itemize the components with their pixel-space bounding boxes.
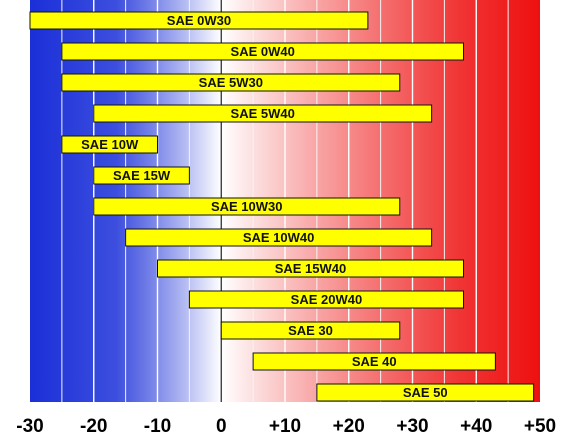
range-bar: SAE 0W30 <box>29 11 369 30</box>
range-bar-label: SAE 0W30 <box>167 13 231 28</box>
range-bar: SAE 15W40 <box>157 259 464 278</box>
range-bar-rect <box>93 166 190 185</box>
range-bar-rect <box>252 352 496 371</box>
x-tick-label: +50 <box>524 416 556 437</box>
x-tick-label: +30 <box>396 416 428 437</box>
range-bar-label: SAE 15W40 <box>275 261 347 276</box>
range-bar: SAE 20W40 <box>188 290 464 309</box>
range-bar-rect <box>93 197 401 216</box>
range-bar-rect <box>61 135 158 154</box>
range-bar-rect <box>220 321 401 340</box>
range-bar-rect <box>29 11 369 30</box>
range-bar-rect <box>188 290 464 309</box>
range-bar: SAE 10W40 <box>125 228 433 247</box>
range-bar: SAE 5W30 <box>61 73 401 92</box>
range-bar-label: SAE 10W30 <box>211 199 283 214</box>
x-tick-label: +40 <box>460 416 492 437</box>
range-bar: SAE 10W30 <box>93 197 401 216</box>
range-bar-label: SAE 5W40 <box>231 106 295 121</box>
x-tick-label: -20 <box>80 416 107 437</box>
range-bar-rect <box>61 42 464 61</box>
range-bar-rect <box>125 228 433 247</box>
range-bar: SAE 15W <box>93 166 190 185</box>
x-tick-label: -30 <box>16 416 43 437</box>
range-bar: SAE 50 <box>316 383 535 402</box>
x-axis-ticks: -30 -20 -10 0 +10 +20 +30 +40 +50 <box>16 416 556 437</box>
range-bar-label: SAE 0W40 <box>231 44 295 59</box>
range-bar-label: SAE 30 <box>288 323 333 338</box>
range-bar-label: SAE 40 <box>352 354 397 369</box>
range-bar: SAE 0W40 <box>61 42 464 61</box>
range-bar-label: SAE 10W <box>81 137 139 152</box>
x-tick-label: +10 <box>269 416 301 437</box>
range-bar-rect <box>316 383 535 402</box>
x-tick-label: -10 <box>144 416 171 437</box>
x-tick-label: 0 <box>216 416 227 437</box>
range-bar-label: SAE 50 <box>403 385 448 400</box>
range-bar: SAE 40 <box>252 352 496 371</box>
range-bars: SAE 0W30 SAE 0W40 SAE 5W30 SAE 5W40 SAE 10W S… <box>29 11 535 402</box>
range-bar-label: SAE 20W40 <box>291 292 363 307</box>
range-bar-label: SAE 15W <box>113 168 171 183</box>
range-bar-rect <box>93 104 433 123</box>
range-bar: SAE 30 <box>220 321 401 340</box>
x-tick-label: +20 <box>333 416 365 437</box>
range-bar: SAE 10W <box>61 135 158 154</box>
range-bar-rect <box>61 73 401 92</box>
range-bar: SAE 5W40 <box>93 104 433 123</box>
range-bar-label: SAE 10W40 <box>243 230 315 245</box>
range-bar-label: SAE 5W30 <box>199 75 263 90</box>
range-bar-rect <box>157 259 464 278</box>
